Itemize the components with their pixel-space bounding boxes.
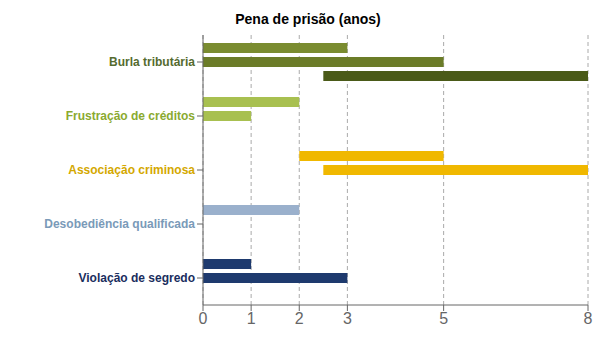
svg-text:2: 2 bbox=[295, 310, 304, 327]
svg-text:Violação de segredo: Violação de segredo bbox=[79, 271, 196, 285]
svg-text:1: 1 bbox=[247, 310, 256, 327]
html-text:Pena de prisão (anos): Pena de prisão (anos) bbox=[235, 11, 381, 27]
svg-text:Burla tributária: Burla tributária bbox=[109, 55, 195, 69]
svg-text:8: 8 bbox=[584, 310, 593, 327]
svg-text:0: 0 bbox=[199, 310, 208, 327]
svg-text:Frustração de créditos: Frustração de créditos bbox=[66, 109, 196, 123]
svg-text:5: 5 bbox=[439, 310, 448, 327]
svg-text:Desobediência qualificada: Desobediência qualificada bbox=[44, 217, 195, 231]
svg-text:3: 3 bbox=[343, 310, 352, 327]
svg-text:Associação criminosa: Associação criminosa bbox=[68, 163, 195, 177]
